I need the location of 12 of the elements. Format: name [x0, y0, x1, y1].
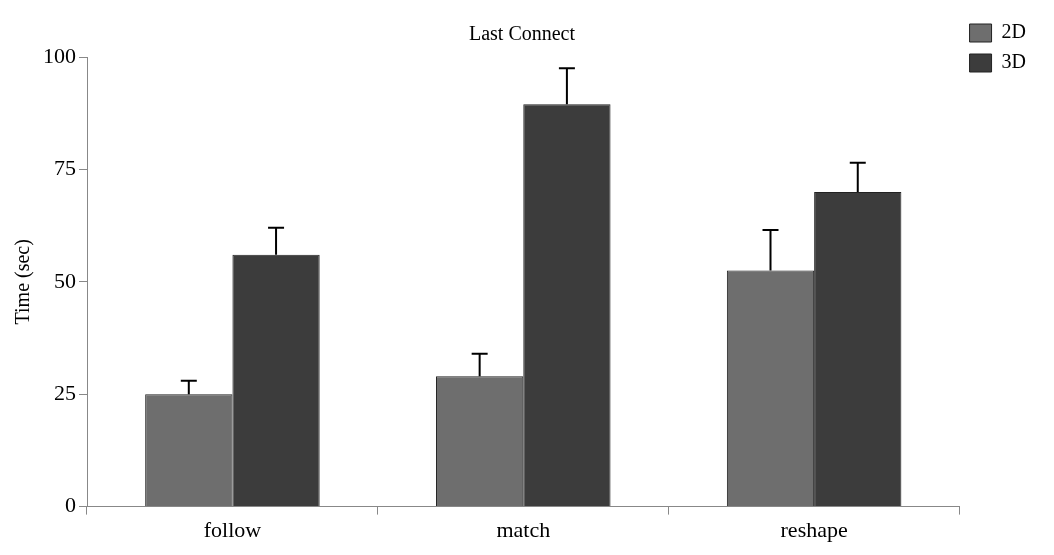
- legend-label: 3D: [1001, 50, 1027, 73]
- x-tick-label: follow: [203, 516, 262, 542]
- chart-title: Last Connect: [468, 22, 576, 45]
- y-axis-title: Time (sec): [11, 239, 35, 325]
- y-tick-label: 25: [54, 379, 76, 405]
- y-tick-label: 100: [43, 42, 76, 68]
- x-tick-label: match: [496, 516, 551, 542]
- legend-label: 2D: [1001, 20, 1027, 43]
- y-tick-label: 75: [54, 155, 76, 181]
- y-tick-label: 0: [65, 492, 76, 518]
- x-tick-label: reshape: [780, 516, 848, 542]
- y-tick-label: 50: [54, 267, 76, 293]
